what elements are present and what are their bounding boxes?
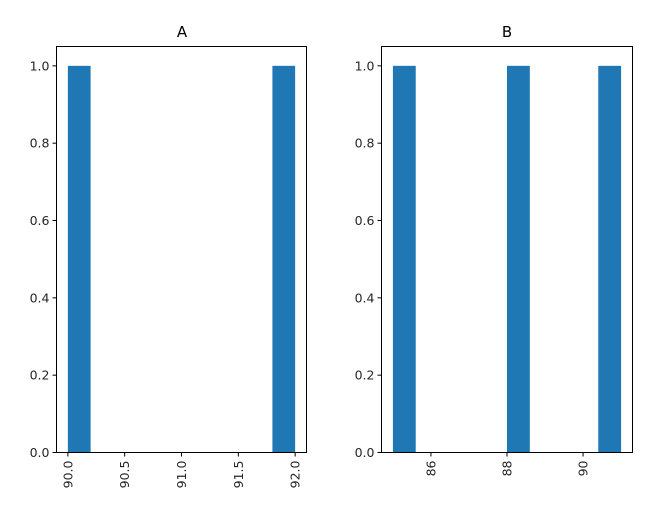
subplot-a-xtick-label-2: 91.0 bbox=[174, 460, 189, 488]
subplot-a-xtick-label-4: 92.0 bbox=[288, 460, 303, 488]
subplot-a-y-axis: 0.0 0.2 0.4 0.6 0.8 1.0 bbox=[30, 58, 57, 460]
subplot-b-ytick-label-4: 0.8 bbox=[355, 136, 375, 151]
subplot-b-ytick-label-5: 1.0 bbox=[355, 58, 375, 73]
subplot-a-ytick-label-0: 0.0 bbox=[30, 445, 50, 460]
subplot-a-xtick-label-3: 91.5 bbox=[231, 461, 246, 489]
subplot-a-xtick-label-1: 90.5 bbox=[117, 461, 132, 489]
subplot-a-title: A bbox=[177, 23, 188, 41]
subplot-b-xtick-label-2: 90 bbox=[576, 460, 591, 476]
subplot-b-xtick-label-0: 86 bbox=[423, 460, 438, 476]
subplot-b-bar-1 bbox=[507, 65, 530, 453]
subplot-b-x-axis: 86 88 90 bbox=[423, 452, 591, 476]
subplot-b-bar-2 bbox=[598, 65, 622, 453]
subplot-a-ytick-label-5: 1.0 bbox=[30, 58, 50, 73]
subplot-a-ytick-label-1: 0.2 bbox=[30, 368, 50, 383]
subplot-b-ytick-label-1: 0.2 bbox=[355, 368, 375, 383]
subplot-b-ytick-label-0: 0.0 bbox=[355, 445, 375, 460]
subplot-a-x-axis: 90.0 90.5 91.0 91.5 92.0 bbox=[60, 452, 303, 489]
subplot-a-ytick-label-2: 0.4 bbox=[30, 290, 50, 305]
subplot-a-bars bbox=[67, 65, 296, 453]
subplot-a-ytick-label-4: 0.8 bbox=[30, 136, 50, 151]
subplot-b-xtick-label-1: 88 bbox=[500, 460, 515, 476]
subplot-b-title: B bbox=[502, 23, 512, 41]
subplot-a-xtick-label-0: 90.0 bbox=[60, 460, 75, 488]
subplot-b-ytick-label-3: 0.6 bbox=[355, 213, 375, 228]
subplot-b-bar-0 bbox=[392, 65, 416, 453]
subplot-b-bars bbox=[392, 65, 622, 453]
subplot-a: A 0.0 0.2 0.4 0.6 0.8 1.0 90.0 90.5 91.0 91.5 92.… bbox=[30, 23, 307, 488]
subplot-a-ytick-label-3: 0.6 bbox=[30, 213, 50, 228]
subplot-b-ytick-label-2: 0.4 bbox=[355, 290, 375, 305]
subplot-a-bar-0 bbox=[67, 65, 91, 453]
subplot-a-bar-1 bbox=[272, 65, 296, 453]
subplot-b-frame bbox=[381, 46, 633, 453]
subplot-a-frame bbox=[56, 46, 307, 453]
subplot-b-y-axis: 0.0 0.2 0.4 0.6 0.8 1.0 bbox=[355, 58, 382, 460]
subplot-b: B 0.0 0.2 0.4 0.6 0.8 1.0 86 88 90 bbox=[355, 23, 633, 476]
